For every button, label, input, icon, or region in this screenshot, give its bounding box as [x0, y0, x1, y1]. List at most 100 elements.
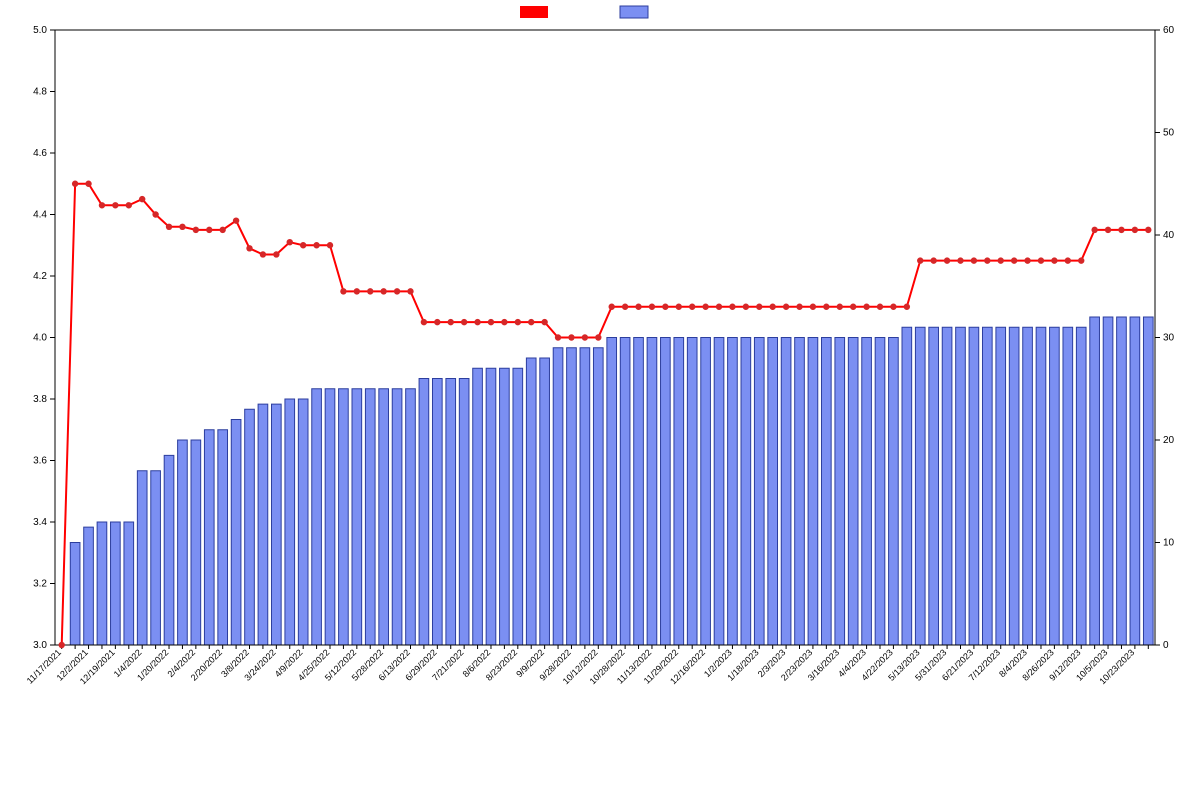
line-marker	[716, 304, 722, 310]
line-marker	[769, 304, 775, 310]
line-marker	[85, 181, 91, 187]
bar	[1130, 317, 1140, 645]
line-marker	[434, 319, 440, 325]
bar	[285, 399, 295, 645]
line-marker	[219, 227, 225, 233]
bar	[848, 338, 858, 646]
y-left-tick-label: 4.4	[33, 210, 47, 221]
bar	[701, 338, 711, 646]
bar	[513, 368, 523, 645]
bar	[84, 527, 94, 645]
y-left-tick-label: 3.2	[33, 579, 47, 590]
line-marker	[863, 304, 869, 310]
line-marker	[689, 304, 695, 310]
bar	[862, 338, 872, 646]
bar	[553, 348, 563, 645]
line-marker	[729, 304, 735, 310]
bar	[996, 327, 1006, 645]
bar	[795, 338, 805, 646]
line-marker	[327, 242, 333, 248]
bar	[111, 522, 121, 645]
line-marker	[1038, 257, 1044, 263]
line-marker	[246, 245, 252, 251]
y-right-tick-label: 40	[1163, 230, 1175, 241]
bar	[875, 338, 885, 646]
line-marker	[850, 304, 856, 310]
bar	[1063, 327, 1073, 645]
line-marker	[702, 304, 708, 310]
line-marker	[568, 334, 574, 340]
bar	[1143, 317, 1153, 645]
combo-chart: 3.03.23.43.63.84.04.24.44.64.85.00102030…	[0, 0, 1200, 800]
bar	[459, 379, 469, 646]
line-marker	[622, 304, 628, 310]
line-marker	[528, 319, 534, 325]
line-marker	[904, 304, 910, 310]
y-left-tick-label: 3.4	[33, 517, 47, 528]
line-marker	[998, 257, 1004, 263]
y-left-tick-label: 5.0	[33, 25, 47, 36]
bar	[956, 327, 966, 645]
y-left-tick-label: 4.8	[33, 87, 47, 98]
line-marker	[340, 288, 346, 294]
y-right-tick-label: 20	[1163, 435, 1175, 446]
line-marker	[957, 257, 963, 263]
bar	[137, 471, 147, 645]
line-marker	[287, 239, 293, 245]
bar	[634, 338, 644, 646]
line-marker	[756, 304, 762, 310]
y-left-tick-label: 3.0	[33, 640, 47, 651]
bar	[714, 338, 724, 646]
bar	[728, 338, 738, 646]
y-right-tick-label: 60	[1163, 25, 1175, 36]
bar	[406, 389, 416, 645]
bar	[151, 471, 161, 645]
line-marker	[890, 304, 896, 310]
bar	[781, 338, 791, 646]
bar	[164, 455, 174, 645]
bar	[191, 440, 201, 645]
line-marker	[474, 319, 480, 325]
line-marker	[796, 304, 802, 310]
bar	[1117, 317, 1127, 645]
line-marker	[1145, 227, 1151, 233]
line-marker	[354, 288, 360, 294]
bar	[245, 409, 255, 645]
line-marker	[1011, 257, 1017, 263]
line-marker	[1051, 257, 1057, 263]
y-left-tick-label: 4.2	[33, 271, 47, 282]
bar	[392, 389, 402, 645]
bar	[768, 338, 778, 646]
line-marker	[501, 319, 507, 325]
bar	[432, 379, 442, 646]
bar	[661, 338, 671, 646]
line-marker	[152, 211, 158, 217]
line-marker	[488, 319, 494, 325]
bar	[607, 338, 617, 646]
line-marker	[515, 319, 521, 325]
line-marker	[676, 304, 682, 310]
bar	[674, 338, 684, 646]
bar	[124, 522, 134, 645]
bar	[741, 338, 751, 646]
line-marker	[367, 288, 373, 294]
bar	[1103, 317, 1113, 645]
y-right-tick-label: 50	[1163, 128, 1175, 139]
bar	[902, 327, 912, 645]
bar	[419, 379, 429, 646]
bar	[1090, 317, 1100, 645]
line-marker	[944, 257, 950, 263]
line-marker	[407, 288, 413, 294]
bar	[1009, 327, 1019, 645]
line-marker	[783, 304, 789, 310]
line-marker	[1091, 227, 1097, 233]
bar	[915, 327, 925, 645]
bar	[486, 368, 496, 645]
line-marker	[917, 257, 923, 263]
line-marker	[609, 304, 615, 310]
line-marker	[193, 227, 199, 233]
bar	[620, 338, 630, 646]
bar	[526, 358, 536, 645]
legend-swatch-bar	[620, 6, 648, 18]
line-marker	[810, 304, 816, 310]
